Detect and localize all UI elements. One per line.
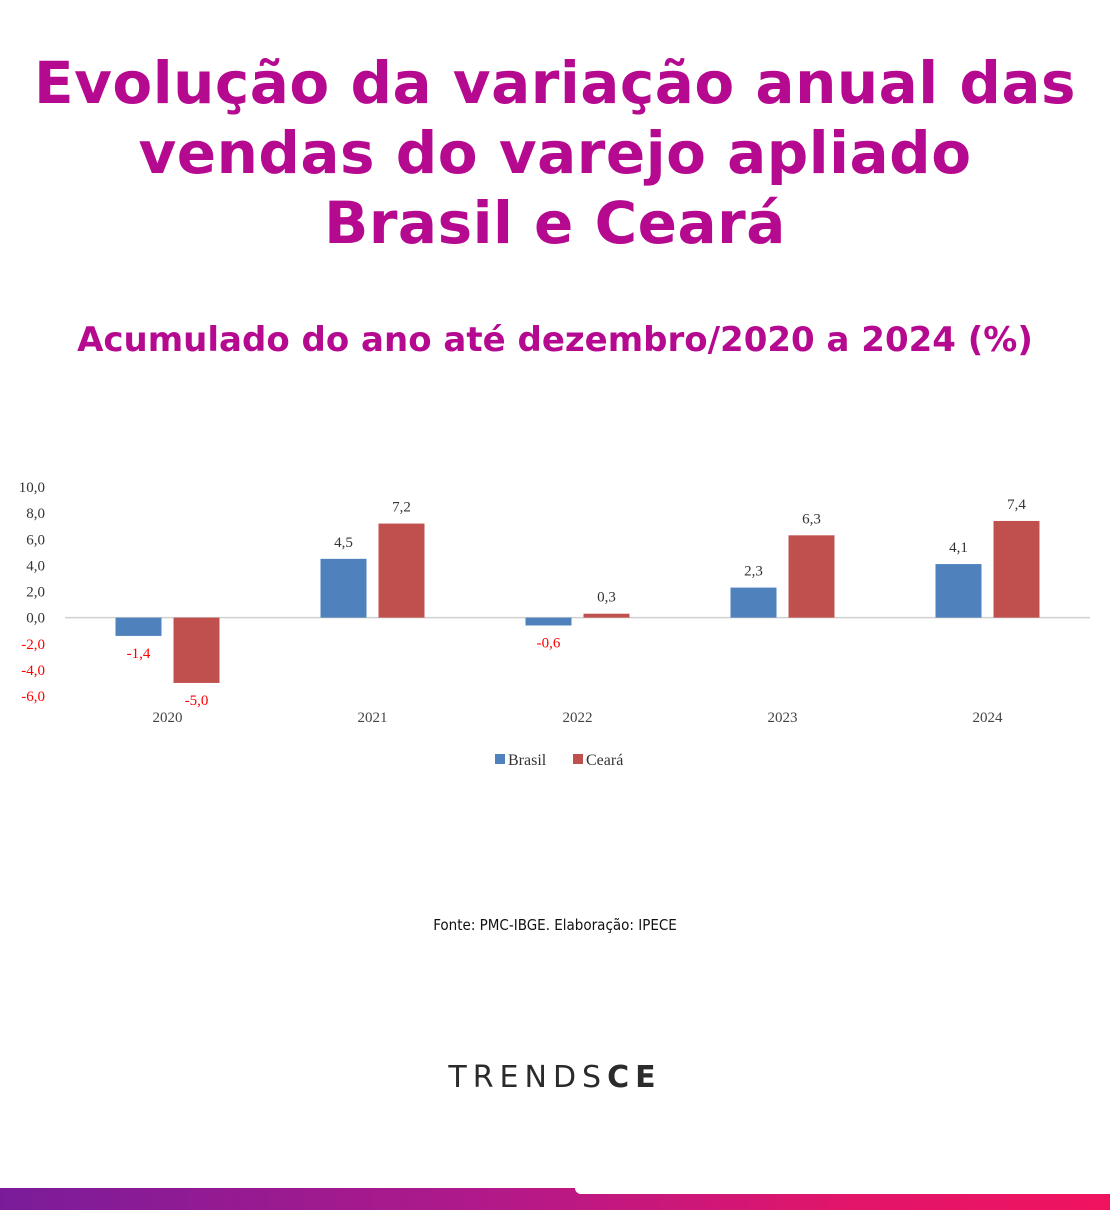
bottom-gradient-bar <box>0 1188 1110 1210</box>
trendsce-logo: TRENDSCE <box>0 1060 1110 1095</box>
legend-swatch-cear <box>573 754 583 764</box>
x-tick-label: 2024 <box>973 710 1004 726</box>
legend-swatch-brasil <box>495 754 505 764</box>
legend-label-brasil: Brasil <box>508 752 547 769</box>
data-label: -1,4 <box>127 646 151 662</box>
legend-label-cear: Ceará <box>586 752 623 769</box>
bar-brasil-2023 <box>730 587 777 618</box>
data-label: 7,4 <box>1007 497 1026 513</box>
data-label: -0,6 <box>537 635 561 651</box>
y-tick-label: 8,0 <box>26 506 45 522</box>
x-tick-label: 2022 <box>563 710 593 726</box>
y-tick-label: -2,0 <box>21 637 45 653</box>
bar-brasil-2022 <box>525 617 572 626</box>
data-label: 0,3 <box>597 590 616 606</box>
x-tick-label: 2021 <box>358 710 388 726</box>
data-label: 6,3 <box>802 511 821 527</box>
data-label: 2,3 <box>744 564 763 580</box>
x-tick-label: 2023 <box>768 710 798 726</box>
y-tick-label: 6,0 <box>26 532 45 548</box>
bar-cear-2022 <box>583 613 630 618</box>
bar-brasil-2024 <box>935 564 982 618</box>
bar-cear-2021 <box>378 523 425 618</box>
y-tick-label: 0,0 <box>26 611 45 627</box>
data-label: -5,0 <box>185 693 209 709</box>
bar-brasil-2021 <box>320 558 367 618</box>
logo-text-light: TRENDS <box>448 1060 608 1095</box>
bar-cear-2024 <box>993 520 1040 618</box>
chart-subtitle: Acumulado do ano até dezembro/2020 a 202… <box>77 320 1033 360</box>
y-tick-label: 4,0 <box>26 558 45 574</box>
title-line-1: Evolução da variação anual das <box>33 49 1077 117</box>
bar-cear-2020 <box>173 617 220 683</box>
x-tick-label: 2020 <box>153 710 183 726</box>
bar-chart: 10,08,06,04,02,00,0-2,0-4,0-6,0-1,4-5,02… <box>19 480 1090 769</box>
data-label: 4,1 <box>949 540 968 556</box>
bottom-bar-notch <box>575 1188 1110 1194</box>
y-tick-label: -4,0 <box>21 663 45 679</box>
source-note: Fonte: PMC-IBGE. Elaboração: IPECE <box>433 916 677 934</box>
data-label: 7,2 <box>392 500 411 516</box>
title-line-2: vendas do varejo apliado <box>138 119 972 187</box>
title-line-3: Brasil e Ceará <box>324 189 786 257</box>
bar-brasil-2020 <box>115 617 162 636</box>
chart-title: Evolução da variação anual das vendas do… <box>0 48 1110 258</box>
logo-text-bold: CE <box>607 1060 662 1095</box>
bar-cear-2023 <box>788 535 835 618</box>
data-label: 4,5 <box>334 535 353 551</box>
y-tick-label: 10,0 <box>19 480 45 496</box>
y-tick-label: 2,0 <box>26 585 45 601</box>
y-tick-label: -6,0 <box>21 689 45 705</box>
